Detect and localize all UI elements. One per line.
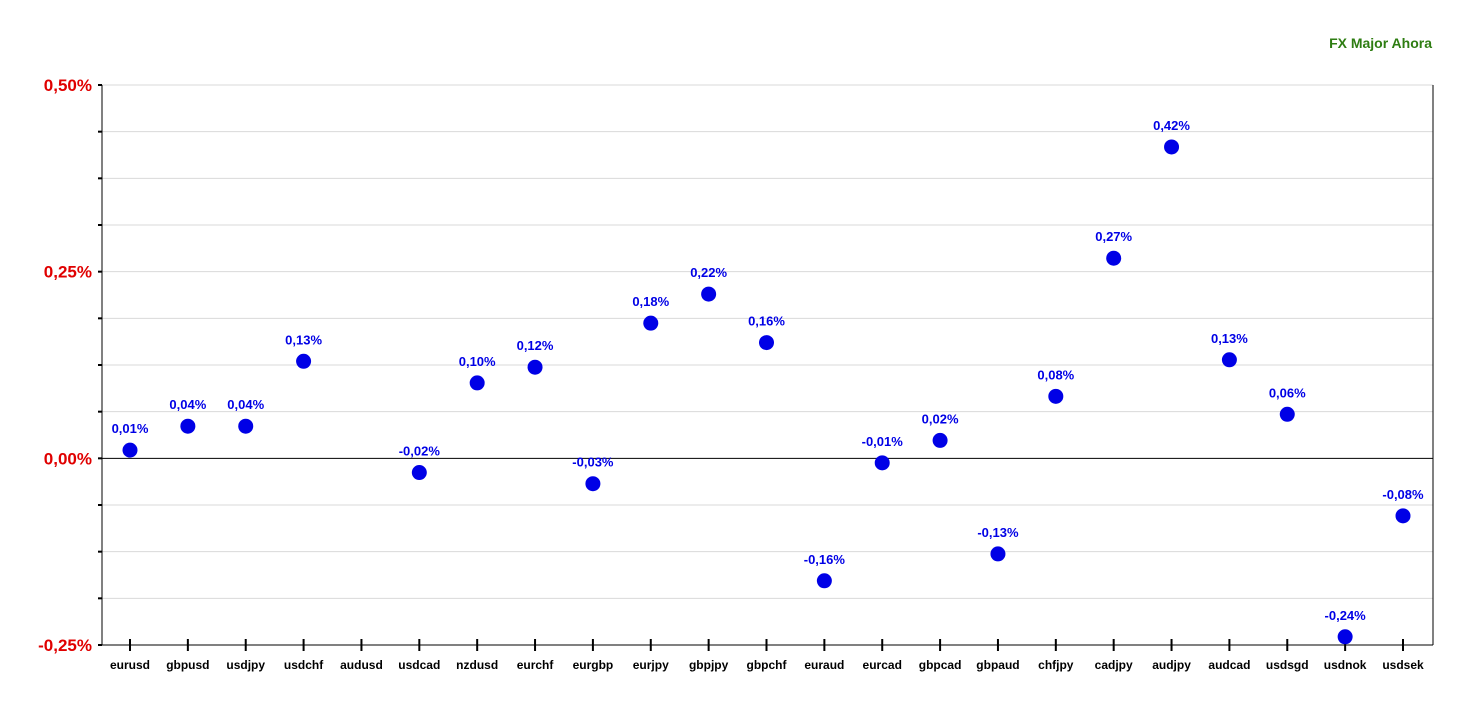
y-tick-label: 0,00% — [44, 449, 92, 468]
y-tick-label: 0,25% — [44, 263, 92, 282]
data-point — [932, 432, 948, 448]
x-tick-label: eurjpy — [633, 658, 669, 672]
data-point — [122, 442, 138, 458]
data-label: 0,08% — [1037, 367, 1074, 382]
grid-lines — [102, 84, 1433, 646]
x-tick-label: usdchf — [284, 658, 324, 672]
data-label: 0,22% — [690, 265, 727, 280]
data-label: -0,08% — [1382, 487, 1424, 502]
data-point — [874, 455, 890, 471]
data-point — [1337, 629, 1353, 645]
data-label: 0,02% — [922, 411, 959, 426]
data-point — [1279, 406, 1295, 422]
x-tick-label: eurusd — [110, 658, 150, 672]
x-tick-label: usdsek — [1382, 658, 1424, 672]
data-label: 0,06% — [1269, 385, 1306, 400]
x-tick-label: audcad — [1208, 658, 1250, 672]
data-label: -0,24% — [1325, 608, 1367, 623]
data-point — [296, 353, 312, 369]
data-label: 0,12% — [517, 338, 554, 353]
x-tick-label: gbpaud — [976, 658, 1019, 672]
data-point — [1164, 139, 1180, 155]
data-point — [1221, 352, 1237, 368]
data-label: 0,13% — [285, 332, 322, 347]
data-label: 0,16% — [748, 314, 785, 329]
data-point — [1395, 508, 1411, 524]
y-tick-label: 0,50% — [44, 76, 92, 95]
data-point — [238, 418, 254, 434]
data-label: 0,13% — [1211, 331, 1248, 346]
x-tick-label: audjpy — [1152, 658, 1191, 672]
data-label: 0,27% — [1095, 229, 1132, 244]
data-point — [585, 476, 601, 492]
x-tick-label: euraud — [804, 658, 844, 672]
x-tick-label: chfjpy — [1038, 658, 1074, 672]
data-label: -0,03% — [572, 455, 614, 470]
data-label: 0,18% — [632, 294, 669, 309]
x-tick-label: gbpcad — [919, 658, 962, 672]
data-point — [180, 418, 196, 434]
x-tick-label: usdsgd — [1266, 658, 1309, 672]
data-point — [816, 573, 832, 589]
data-point — [527, 359, 543, 375]
x-tick-label: gbpusd — [166, 658, 209, 672]
x-tick-label: cadjpy — [1095, 658, 1133, 672]
data-point — [701, 286, 717, 302]
data-label: 0,01% — [112, 421, 149, 436]
data-point — [990, 546, 1006, 562]
x-tick-label: eurgbp — [573, 658, 614, 672]
chart-title: FX Major Ahora — [1329, 35, 1432, 51]
x-tick-label: usdjpy — [226, 658, 265, 672]
x-tick-label: nzdusd — [456, 658, 498, 672]
x-tick-label: eurchf — [517, 658, 555, 672]
data-label: -0,16% — [804, 552, 846, 567]
data-label: 0,42% — [1153, 118, 1190, 133]
data-label: 0,10% — [459, 354, 496, 369]
y-axis-ticks: 0,50% 0,25% 0,00% -0,25% — [38, 76, 102, 655]
x-tick-label: usdcad — [398, 658, 440, 672]
x-tick-label: gbpjpy — [689, 658, 729, 672]
y-tick-label: -0,25% — [38, 636, 92, 655]
x-axis-ticks: eurusd gbpusd usdjpy usdchf audusd usdcad nzdu… — [110, 639, 1424, 672]
data-label: -0,13% — [977, 525, 1019, 540]
data-label: -0,02% — [399, 444, 441, 459]
x-tick-label: gbpchf — [747, 658, 788, 672]
data-point — [411, 465, 427, 481]
data-label: 0,04% — [227, 397, 264, 412]
data-point — [1048, 388, 1064, 404]
x-tick-label: audusd — [340, 658, 383, 672]
data-points: 0,01% 0,04% 0,04% 0,13% -0,02% 0,10% 0,12% -0,0… — [112, 118, 1424, 645]
x-tick-label: eurcad — [863, 658, 902, 672]
x-tick-label: usdnok — [1324, 658, 1367, 672]
data-label: -0,01% — [862, 434, 904, 449]
data-point — [643, 315, 659, 331]
data-label: 0,04% — [169, 397, 206, 412]
data-point — [759, 335, 774, 351]
data-point — [1106, 250, 1122, 266]
data-point — [469, 375, 485, 391]
